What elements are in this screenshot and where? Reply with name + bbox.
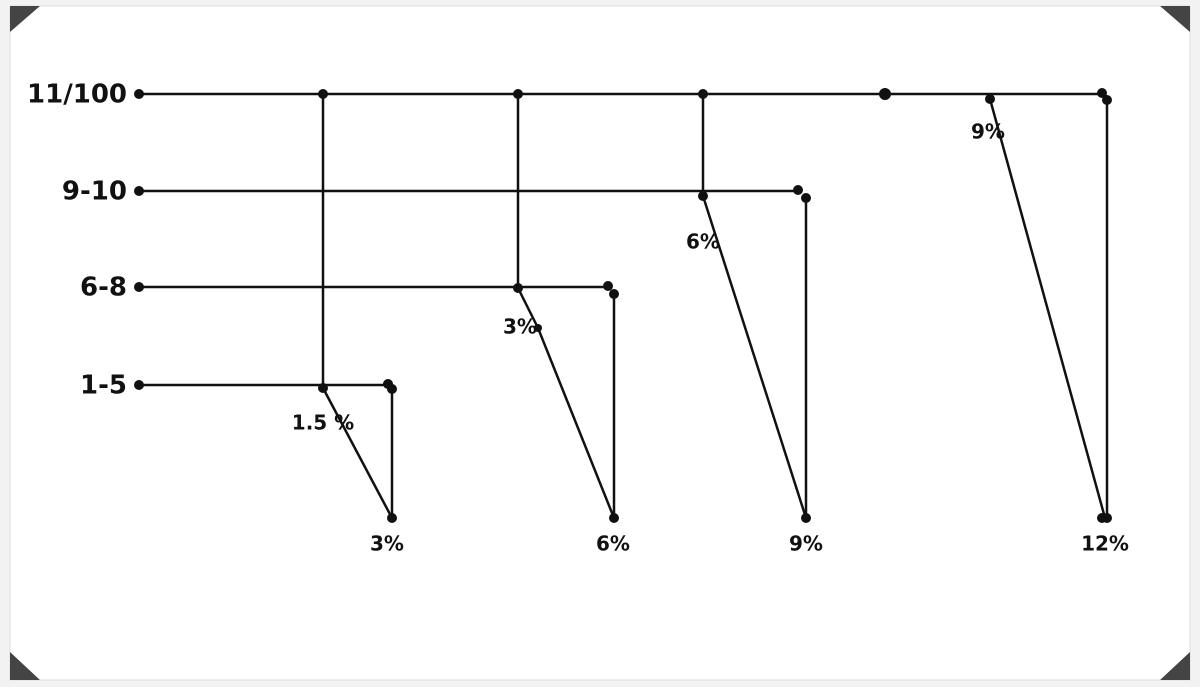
end-label: 6%: [596, 532, 630, 556]
branch-label: 6%: [686, 230, 720, 254]
dots: [134, 88, 1112, 523]
row-label: 1-5: [80, 371, 127, 401]
lines: [139, 92, 1109, 519]
row-label: 9-10: [62, 177, 127, 207]
end-label: 3%: [370, 532, 404, 556]
end-label: 9%: [789, 532, 823, 556]
row-label: 6-8: [80, 273, 127, 303]
branch-label: 3%: [503, 315, 537, 339]
branch-label: 1.5 %: [292, 411, 354, 435]
end-labels: 3% 6% 9% 12%: [370, 532, 1129, 556]
row-labels: 11/100 9-10 6-8 1-5: [27, 80, 127, 401]
branch-labels: 1.5 % 3% 6% 9%: [292, 120, 1005, 435]
row-label: 11/100: [27, 80, 127, 110]
frame: [9, 5, 1191, 681]
branch-label: 9%: [971, 120, 1005, 144]
end-label: 12%: [1081, 532, 1129, 556]
corners: [10, 6, 1190, 680]
